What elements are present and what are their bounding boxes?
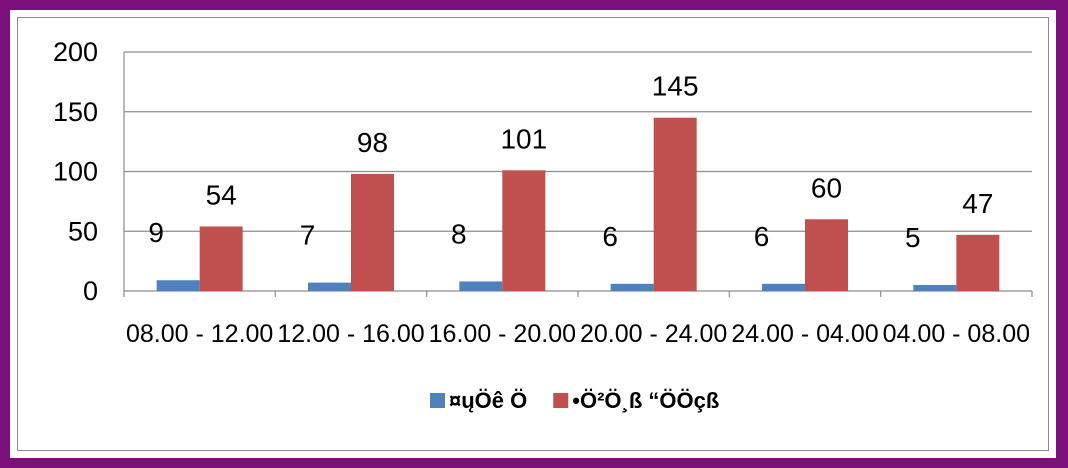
y-tick-label: 50 [68, 216, 98, 246]
bar-series2 [351, 173, 394, 291]
data-label: 60 [811, 172, 842, 203]
data-label: 9 [148, 217, 164, 248]
y-tick-label: 200 [53, 37, 98, 67]
data-label: 7 [300, 220, 316, 251]
bar-series1 [308, 282, 351, 291]
category-label: 20.00 - 24.00 [580, 320, 727, 348]
legend-swatch [553, 393, 569, 408]
data-label: 5 [905, 222, 921, 253]
bar-series1 [762, 283, 805, 291]
bar-series1 [156, 280, 200, 291]
data-label: 6 [602, 221, 618, 252]
bar-series1 [459, 281, 503, 291]
bar-chart: 0 50 100 150 200 9 54 08.00 - 12.00 7 98 12.00 - 1… [53, 37, 1033, 413]
y-tick-label: 0 [83, 276, 98, 306]
legend-label: ¤ųÖê Ö [449, 388, 527, 413]
data-label: 6 [754, 221, 770, 252]
chart-area: 0 50 100 150 200 9 54 08.00 - 12.00 7 98 12.00 - 1… [17, 17, 1049, 451]
data-label: 8 [451, 218, 467, 249]
category-label: 04.00 - 08.00 [883, 320, 1030, 348]
chart-frame: 0 50 100 150 200 9 54 08.00 - 12.00 7 98 12.00 - 1… [10, 10, 1056, 458]
category-label: 24.00 - 04.00 [731, 320, 878, 348]
category-label: 12.00 - 16.00 [277, 320, 424, 348]
data-label: 98 [357, 127, 388, 158]
bar-series2 [502, 170, 546, 291]
data-label: 47 [962, 188, 993, 219]
y-tick-label: 150 [53, 97, 98, 127]
data-label: 145 [652, 71, 699, 102]
legend-label: •Ö²Ö¸ß “ÖÖçß [572, 388, 719, 413]
category-label: 08.00 - 12.00 [126, 320, 273, 348]
data-label: 54 [206, 179, 237, 210]
bar-series2 [199, 226, 243, 291]
y-tick-label: 100 [53, 157, 98, 187]
bar-series2 [805, 219, 848, 291]
bar-series2 [653, 117, 697, 291]
bar-series1 [610, 283, 654, 291]
category-label: 16.00 - 20.00 [429, 320, 576, 348]
data-label: 101 [500, 123, 547, 154]
legend-swatch [430, 393, 445, 408]
bar-series2 [956, 234, 1000, 291]
bar-series1 [913, 285, 957, 291]
